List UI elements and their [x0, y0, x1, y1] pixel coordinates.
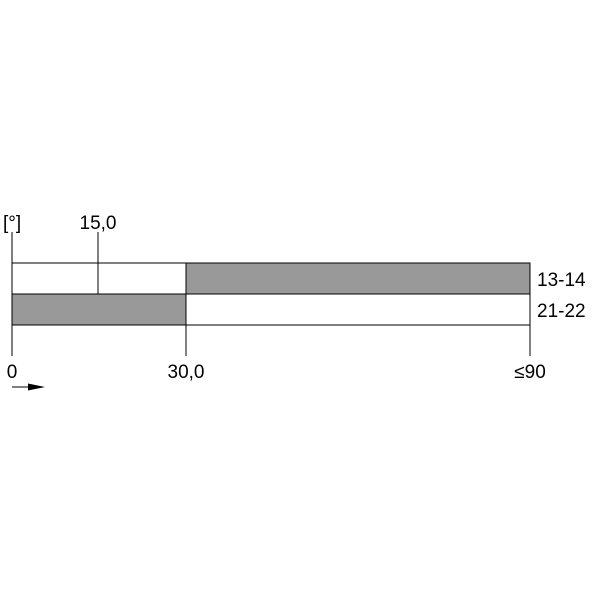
tick-zero: 0: [7, 362, 18, 383]
arrow-right-icon: [12, 383, 45, 391]
row-13-14-closed: [185, 262, 531, 295]
row-21-22-closed: [11, 293, 187, 326]
row-label-13-14: 13-14: [537, 270, 586, 291]
row-label-21-22: 21-22: [537, 301, 586, 322]
unit-label: [°]: [3, 213, 21, 234]
tick-mid: 15,0: [80, 213, 117, 234]
tick-switch: 30,0: [168, 362, 205, 383]
tick-end: ≤90: [514, 362, 546, 383]
row-13-14-open: [11, 262, 187, 295]
row-21-22-open: [185, 293, 531, 326]
